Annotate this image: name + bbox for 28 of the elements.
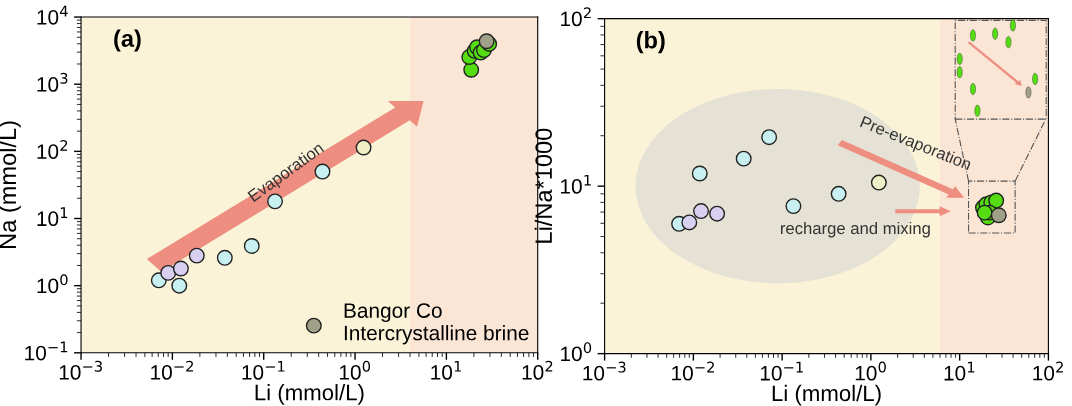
- annotation: recharge and mixing: [780, 221, 930, 238]
- x-tick-label: 10$^{−3}$: [59, 360, 102, 380]
- y-tick-label: 10$^{−1}$: [25, 341, 68, 361]
- legend-label: Bangor Co Intercrystalline brine: [344, 303, 529, 345]
- x-tick-label: 10$^{0}$: [855, 361, 886, 381]
- y-tick-label: 10$^{3}$: [37, 72, 68, 92]
- y-axis-title: Li/Na*1000: [534, 128, 553, 243]
- annotation: (b): [636, 31, 665, 54]
- y-tick-label: 10$^{4}$: [37, 5, 68, 25]
- x-tick-label: 10$^{1}$: [944, 361, 975, 381]
- x-tick-label: 10$^{0}$: [339, 360, 371, 380]
- y-tick-label: 10$^{0}$: [561, 342, 592, 362]
- annotation: (a): [114, 29, 141, 52]
- x-tick-label: 10$^{1}$: [431, 360, 462, 380]
- x-axis-title: Li (mmol/L): [772, 384, 881, 406]
- x-tick-label: 10$^{−1}$: [242, 360, 285, 380]
- y-tick-label: 10$^{0}$: [37, 274, 68, 294]
- y-tick-label: 10$^{2}$: [37, 139, 68, 159]
- y-tick-label: 10$^{1}$: [37, 207, 68, 227]
- x-tick-label: 10$^{2}$: [1033, 361, 1063, 381]
- x-tick-label: 10$^{2}$: [522, 360, 553, 380]
- x-tick-label: 10$^{−3}$: [583, 361, 626, 381]
- y-tick-label: 10$^{1}$: [561, 174, 591, 194]
- x-tick-label: 10$^{−2}$: [151, 360, 193, 380]
- y-tick-label: 10$^{2}$: [561, 7, 591, 27]
- x-tick-label: 10$^{−2}$: [672, 361, 714, 381]
- x-tick-label: 10$^{−1}$: [760, 361, 803, 381]
- x-axis-title: Li (mmol/L): [255, 384, 364, 405]
